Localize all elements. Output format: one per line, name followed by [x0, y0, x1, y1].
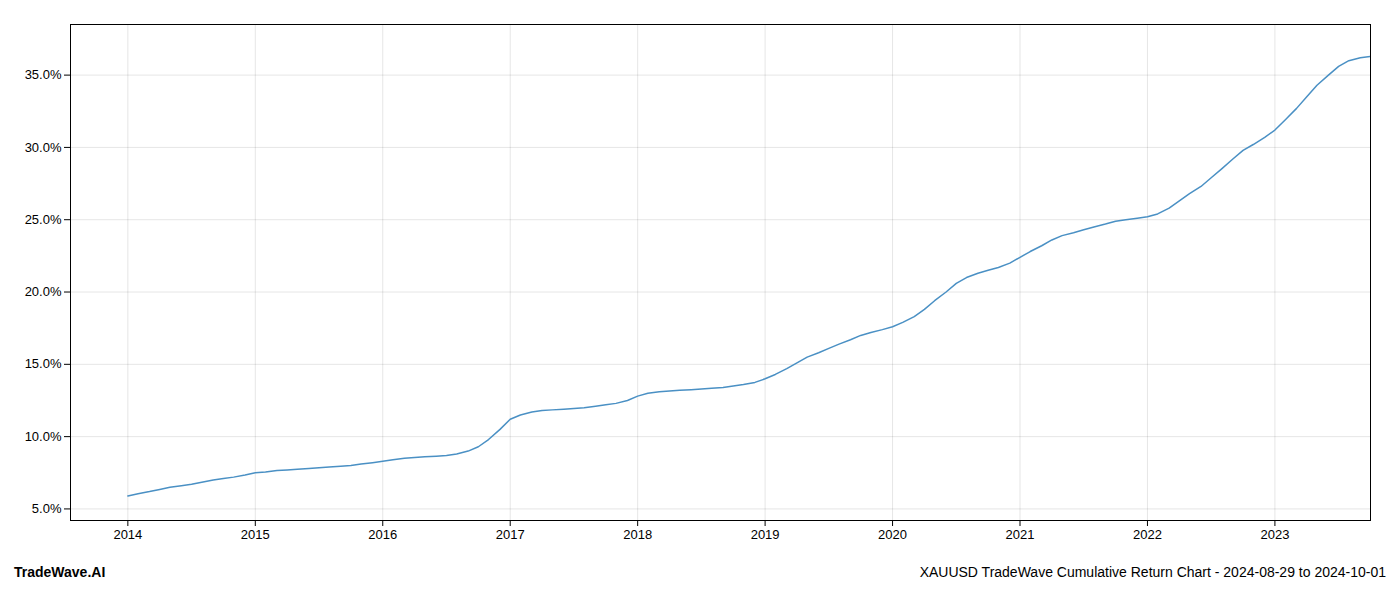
svg-text:2018: 2018	[623, 527, 652, 542]
svg-text:2014: 2014	[113, 527, 142, 542]
html-text:TradeWave.AI: TradeWave.AI	[14, 564, 106, 580]
svg-text:2021: 2021	[1006, 527, 1035, 542]
svg-text:2019: 2019	[751, 527, 780, 542]
svg-text:5.0%: 5.0%	[32, 501, 62, 516]
html-text:XAUUSD TradeWave Cumulative Re: XAUUSD TradeWave Cumulative Return Chart…	[919, 564, 1386, 580]
svg-text:2020: 2020	[878, 527, 907, 542]
svg-text:10.0%: 10.0%	[25, 429, 62, 444]
svg-text:25.0%: 25.0%	[25, 212, 62, 227]
svg-text:2017: 2017	[496, 527, 525, 542]
svg-text:30.0%: 30.0%	[25, 140, 62, 155]
svg-text:2022: 2022	[1133, 527, 1162, 542]
svg-text:15.0%: 15.0%	[25, 356, 62, 371]
svg-text:2023: 2023	[1260, 527, 1289, 542]
svg-text:2015: 2015	[241, 527, 270, 542]
svg-text:2016: 2016	[368, 527, 397, 542]
svg-text:20.0%: 20.0%	[25, 284, 62, 299]
svg-text:35.0%: 35.0%	[25, 67, 62, 82]
